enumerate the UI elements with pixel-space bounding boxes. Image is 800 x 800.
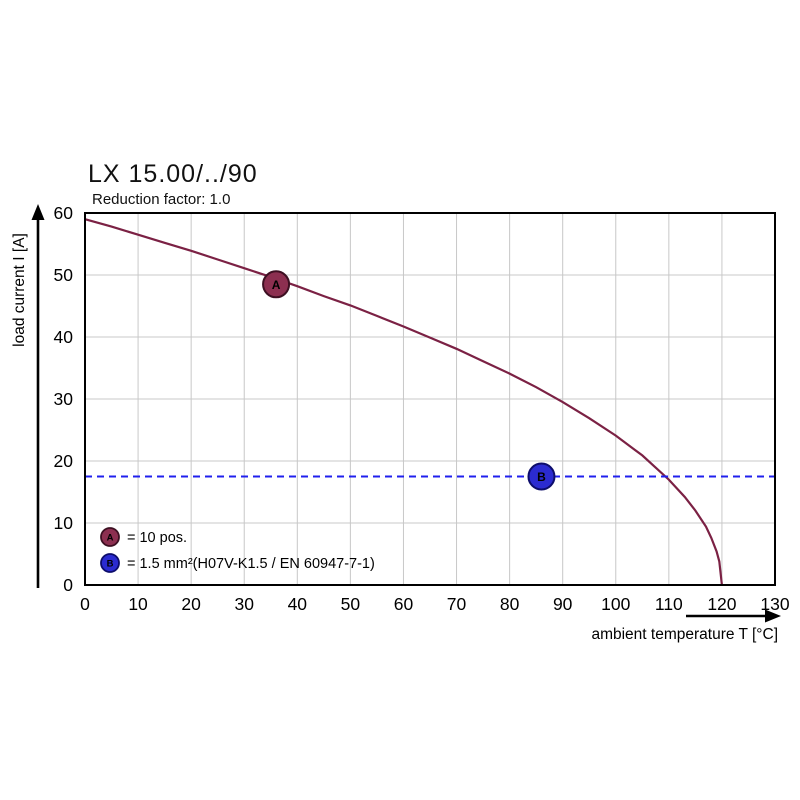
x-tick-label: 130 <box>760 594 789 614</box>
x-axis-arrowhead <box>765 609 781 623</box>
x-tick-label: 110 <box>655 594 683 614</box>
y-axis-arrowhead <box>31 204 45 220</box>
x-tick-label: 30 <box>234 594 254 614</box>
x-tick-label: 80 <box>500 594 520 614</box>
marker-b-letter: B <box>537 470 546 484</box>
x-tick-label: 100 <box>601 594 630 614</box>
y-tick-label: 10 <box>54 513 74 533</box>
y-tick-label: 30 <box>54 389 74 409</box>
x-tick-label: 10 <box>128 594 148 614</box>
y-tick-label: 20 <box>54 451 74 471</box>
legend-marker-b-letter: B <box>107 559 114 570</box>
y-axis-title: load current I [A] <box>11 233 28 347</box>
x-tick-label: 120 <box>707 594 736 614</box>
legend-text-b: = 1.5 mm²(H07V-K1.5 / EN 60947-7-1) <box>127 556 375 572</box>
x-tick-label: 70 <box>447 594 467 614</box>
y-tick-label: 60 <box>54 203 74 223</box>
marker-a <box>262 270 291 299</box>
legend-marker-a-letter: A <box>107 533 114 544</box>
chart-subtitle: Reduction factor: 1.0 <box>92 191 231 208</box>
marker-a-letter: A <box>272 278 281 292</box>
legend-marker-a <box>100 527 120 547</box>
x-tick-label: 60 <box>394 594 414 614</box>
x-tick-label: 40 <box>288 594 308 614</box>
plot-frame <box>84 212 776 586</box>
y-tick-label: 40 <box>54 327 74 347</box>
y-tick-label: 0 <box>63 575 73 595</box>
marker-b <box>527 462 556 491</box>
x-tick-label: 90 <box>553 594 573 614</box>
chart-title: LX 15.00/../90 <box>88 160 258 188</box>
x-tick-label: 20 <box>181 594 201 614</box>
legend-marker-b <box>100 553 120 573</box>
y-tick-label: 50 <box>54 265 74 285</box>
legend-text-a: = 10 pos. <box>127 530 187 546</box>
derating-curve <box>84 218 723 586</box>
x-axis-title: ambient temperature T [°C] <box>591 626 778 643</box>
x-tick-label: 50 <box>341 594 361 614</box>
x-tick-label: 0 <box>80 594 90 614</box>
